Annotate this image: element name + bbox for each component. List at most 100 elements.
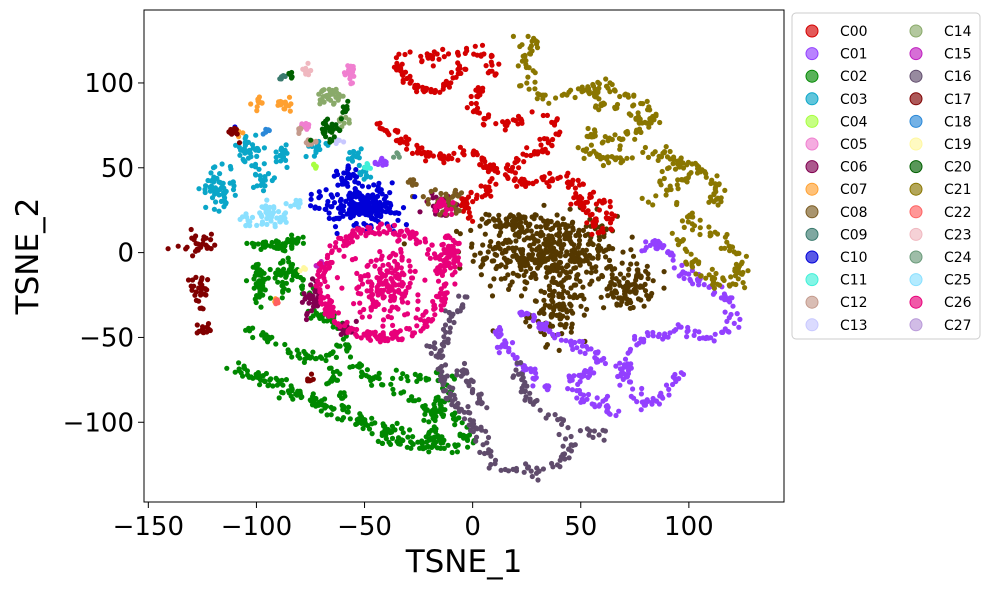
point xyxy=(338,196,344,202)
point xyxy=(568,329,574,335)
point xyxy=(493,181,499,187)
point xyxy=(333,354,339,360)
point xyxy=(495,332,501,338)
point xyxy=(213,187,220,194)
point xyxy=(403,222,409,228)
point xyxy=(450,75,456,81)
point xyxy=(538,224,544,230)
point xyxy=(392,258,398,264)
point xyxy=(463,196,469,202)
point xyxy=(347,175,353,181)
point xyxy=(331,216,337,222)
point xyxy=(398,375,404,381)
point xyxy=(458,202,464,209)
point xyxy=(266,127,272,134)
point xyxy=(285,350,291,356)
point xyxy=(233,142,239,148)
point xyxy=(264,221,270,227)
point xyxy=(441,54,447,60)
point xyxy=(452,189,458,196)
point xyxy=(367,337,374,343)
point xyxy=(414,142,420,148)
point xyxy=(286,94,293,100)
point xyxy=(397,273,403,279)
point xyxy=(733,281,739,288)
point xyxy=(432,410,439,416)
point xyxy=(550,136,556,143)
point xyxy=(532,212,538,218)
point xyxy=(434,254,440,261)
point xyxy=(451,319,457,326)
point xyxy=(395,306,401,312)
point xyxy=(317,193,323,199)
point xyxy=(377,249,383,255)
point xyxy=(583,343,590,350)
point xyxy=(381,423,387,429)
point xyxy=(273,159,279,165)
point xyxy=(593,151,600,157)
point xyxy=(697,225,703,231)
point xyxy=(236,368,242,374)
point xyxy=(334,377,341,383)
point xyxy=(629,234,635,240)
legend-marker xyxy=(805,227,819,241)
point xyxy=(568,285,574,291)
point xyxy=(345,167,351,173)
point xyxy=(722,309,728,315)
point xyxy=(341,170,347,176)
point xyxy=(431,302,437,308)
point xyxy=(596,403,602,409)
point xyxy=(359,183,365,189)
point xyxy=(406,326,412,332)
point xyxy=(465,404,471,410)
point xyxy=(232,125,238,131)
point xyxy=(634,342,640,348)
point xyxy=(491,276,497,282)
point xyxy=(429,242,435,248)
point xyxy=(595,255,601,261)
point xyxy=(247,328,253,334)
x-tick-label: 100 xyxy=(664,512,714,542)
point xyxy=(435,265,441,271)
point xyxy=(407,268,413,274)
point xyxy=(436,153,442,159)
point xyxy=(240,130,246,136)
point xyxy=(528,228,534,234)
point xyxy=(308,282,314,288)
point xyxy=(457,433,463,439)
point xyxy=(551,288,557,294)
point xyxy=(638,100,644,107)
series-C20 xyxy=(286,69,351,145)
point xyxy=(477,223,483,229)
point xyxy=(567,294,573,300)
point xyxy=(580,284,586,290)
point xyxy=(553,249,559,255)
point xyxy=(556,431,562,438)
point xyxy=(468,227,474,233)
point xyxy=(308,371,315,377)
point xyxy=(595,79,601,85)
point xyxy=(312,356,318,362)
point xyxy=(543,274,549,280)
legend-label: C06 xyxy=(840,160,868,176)
point xyxy=(338,202,344,208)
point xyxy=(374,289,380,295)
point xyxy=(400,205,407,211)
point xyxy=(365,279,371,285)
point xyxy=(430,63,436,69)
point xyxy=(711,285,718,291)
point xyxy=(638,407,644,413)
point xyxy=(645,199,652,205)
point xyxy=(358,146,364,152)
point xyxy=(605,293,611,299)
point xyxy=(278,158,284,164)
point xyxy=(330,349,336,355)
point xyxy=(486,218,492,224)
point xyxy=(456,240,462,246)
point xyxy=(365,272,371,278)
point xyxy=(607,80,613,86)
point xyxy=(368,258,374,264)
point xyxy=(449,211,455,217)
point xyxy=(405,434,411,440)
point xyxy=(285,287,291,293)
